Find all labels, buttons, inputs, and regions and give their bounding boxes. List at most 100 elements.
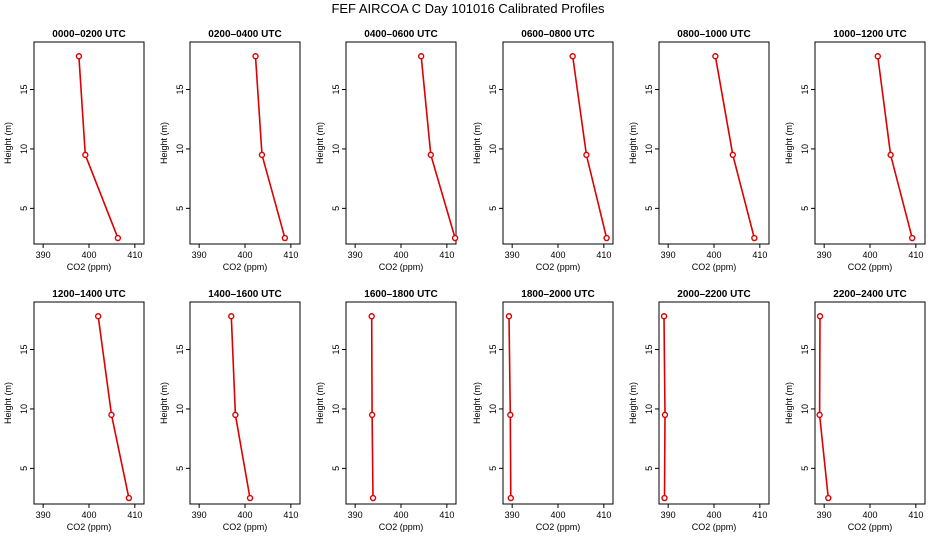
y-tick-label: 5 — [331, 206, 341, 211]
y-tick-label: 10 — [19, 404, 29, 414]
y-tick-label: 5 — [175, 466, 185, 471]
x-tick-label: 400 — [706, 510, 721, 520]
panel-8: 1400–1600 UTC 390 400 410 5 10 15 CO2 (ppm) Heig… — [159, 289, 301, 532]
panel-2: 0200–0400 UTC 390 400 410 5 10 15 CO2 (ppm) Heig… — [159, 29, 301, 272]
y-tick-label: 10 — [488, 404, 498, 414]
y-tick-label: 15 — [175, 345, 185, 355]
x-tick-label: 390 — [817, 250, 832, 260]
y-tick-label: 10 — [331, 144, 341, 154]
panel-title: 0800–1000 UTC — [677, 29, 750, 40]
y-tick-label: 5 — [800, 206, 810, 211]
data-point — [712, 53, 719, 60]
data-point — [368, 411, 376, 419]
profile-line — [571, 56, 608, 239]
data-point — [94, 313, 102, 320]
data-point — [75, 53, 83, 60]
y-tick-label: 5 — [644, 466, 654, 471]
data-point — [887, 151, 894, 159]
y-axis-label: Height (m) — [159, 122, 169, 164]
data-point — [125, 494, 133, 502]
y-tick-label: 15 — [488, 345, 498, 355]
data-point — [751, 234, 758, 242]
plot-frame — [33, 301, 145, 505]
x-tick-label: 400 — [81, 510, 96, 520]
plot-frame — [658, 301, 770, 505]
data-point — [908, 234, 916, 242]
x-tick-label: 390 — [36, 250, 51, 260]
chart-main-title: FEF AIRCOA C Day 101016 Calibrated Profi… — [331, 1, 605, 16]
y-axis-label: Height (m) — [784, 122, 794, 164]
panel-3: 0400–0600 UTC 390 400 410 5 10 15 CO2 (ppm) Heig… — [315, 29, 459, 272]
x-tick-label: 410 — [908, 510, 923, 520]
y-tick-label: 10 — [644, 404, 654, 414]
x-tick-label: 410 — [283, 510, 298, 520]
data-point — [281, 234, 289, 242]
x-tick-label: 410 — [127, 510, 142, 520]
y-tick-label: 10 — [19, 144, 29, 154]
data-point — [417, 53, 425, 60]
y-tick-label: 15 — [331, 85, 341, 95]
data-point — [660, 313, 668, 320]
x-tick-label: 390 — [505, 250, 520, 260]
profile-line — [254, 56, 286, 239]
x-axis-label: CO2 (ppm) — [67, 522, 112, 532]
y-axis-label: Height (m) — [315, 382, 325, 424]
panel-11: 2000–2200 UTC 390 400 410 5 10 15 CO2 (ppm) Heig… — [628, 289, 770, 532]
y-tick-label: 15 — [19, 345, 29, 355]
plot-frame — [189, 41, 301, 245]
x-tick-label: 410 — [596, 510, 611, 520]
x-tick-label: 400 — [550, 250, 565, 260]
plot-frame — [345, 41, 457, 245]
data-point — [816, 313, 824, 320]
data-point — [583, 151, 590, 159]
data-point — [369, 494, 377, 502]
x-axis-label: CO2 (ppm) — [536, 262, 581, 272]
x-tick-label: 410 — [752, 250, 767, 260]
data-point — [108, 411, 115, 419]
profile-line — [78, 56, 119, 239]
data-point — [427, 151, 434, 159]
y-tick-label: 5 — [644, 206, 654, 211]
y-tick-label: 10 — [488, 144, 498, 154]
y-tick-label: 5 — [488, 466, 498, 471]
y-tick-label: 10 — [800, 404, 810, 414]
y-tick-label: 5 — [19, 466, 29, 471]
data-point — [252, 53, 259, 60]
x-tick-label: 390 — [348, 510, 363, 520]
x-axis-label: CO2 (ppm) — [223, 522, 268, 532]
panel-12: 2200–2400 UTC 390 400 410 5 10 15 CO2 (ppm) Heig… — [784, 289, 926, 532]
y-tick-label: 15 — [800, 345, 810, 355]
plot-frame — [345, 301, 457, 505]
y-tick-label: 10 — [175, 404, 185, 414]
data-point — [661, 411, 669, 419]
panel-title: 2000–2200 UTC — [677, 289, 750, 300]
data-point — [661, 494, 668, 502]
x-tick-label: 400 — [393, 250, 408, 260]
x-tick-label: 410 — [908, 250, 923, 260]
data-point — [232, 411, 239, 419]
data-point — [729, 151, 736, 159]
x-tick-label: 400 — [862, 250, 877, 260]
profile-line — [97, 316, 130, 499]
profile-line — [420, 56, 456, 239]
x-tick-label: 390 — [192, 510, 207, 520]
x-tick-label: 410 — [752, 510, 767, 520]
x-tick-label: 400 — [237, 250, 252, 260]
y-axis-label: Height (m) — [784, 382, 794, 424]
profile-line — [714, 56, 756, 239]
data-point — [507, 494, 514, 502]
x-tick-label: 400 — [81, 250, 96, 260]
x-tick-label: 410 — [596, 250, 611, 260]
panel-title: 1000–1200 UTC — [833, 29, 906, 40]
y-tick-label: 15 — [331, 345, 341, 355]
y-tick-label: 5 — [19, 206, 29, 211]
x-tick-label: 410 — [283, 250, 298, 260]
y-tick-label: 15 — [644, 85, 654, 95]
data-point — [507, 411, 514, 419]
panel-title: 1600–1800 UTC — [364, 289, 437, 300]
panel-title: 1200–1400 UTC — [52, 289, 125, 300]
y-tick-label: 10 — [175, 144, 185, 154]
panel-title: 2200–2400 UTC — [833, 289, 906, 300]
x-axis-label: CO2 (ppm) — [536, 522, 581, 532]
